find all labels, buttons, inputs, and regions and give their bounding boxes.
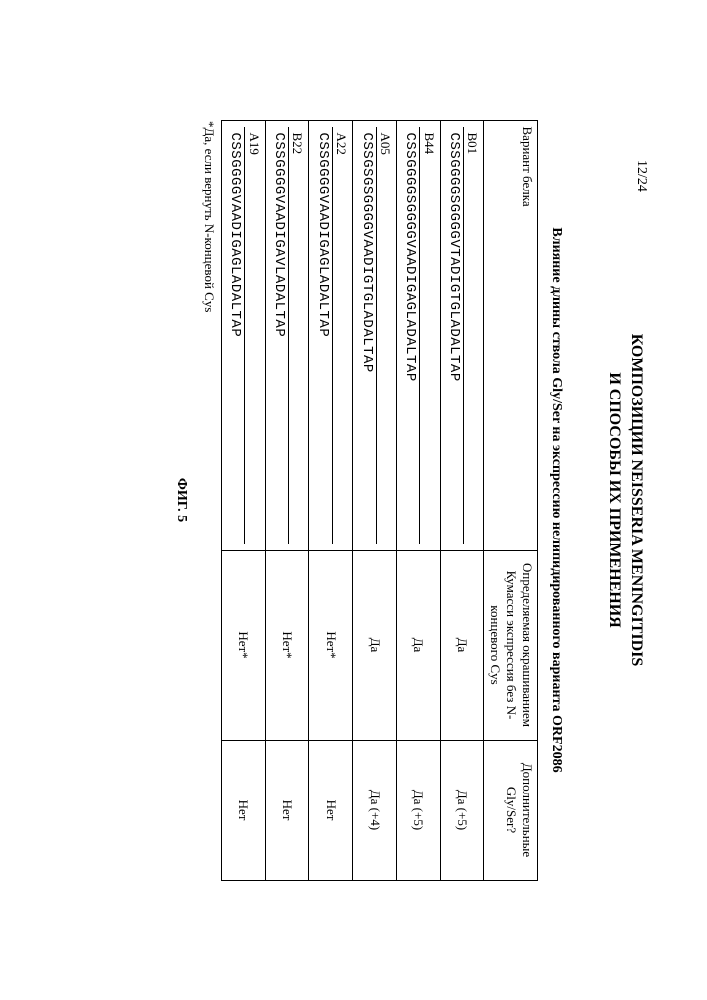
col-extra-glyser: Дополнительные Gly/Ser?	[484, 740, 538, 880]
extra-glyser-cell: Да (+5)	[396, 740, 440, 880]
document-title-line1: КОМПОЗИЦИИ NEISSERIA MENINGITIDIS	[628, 334, 645, 667]
table-row: A19 CSSGGGGVAADIGAGLADALTAP Нет* Нет	[221, 120, 265, 880]
variant-sequence: CSSGGGGVAADIGAGLADALTAP	[311, 127, 332, 544]
figure-label: ФИГ. 5	[173, 70, 189, 930]
variant-cell: A05 CSSGSGSGGGGVAADIGTGLADALTAP	[353, 120, 397, 550]
variant-sequence: CSSGGGGSGGGGVAADIGAGLADALTAP	[399, 127, 420, 544]
table-row: B22 CSSGGGGVAADIGAVLADALTAP Нет* Нет	[265, 120, 309, 880]
variant-label: B01	[463, 127, 481, 544]
table-row: A22 CSSGGGGVAADIGAGLADALTAP Нет* Нет	[309, 120, 353, 880]
table-caption: Влияние длины ствола Gly/Ser на экспресс…	[548, 70, 564, 930]
table-footnote: *Да, если вернуть N-концевой Cys	[201, 119, 217, 881]
variant-sequence: CSSGGGGVAADIGAVLADALTAP	[268, 127, 289, 544]
table-row: B44 CSSGGGGSGGGGVAADIGAGLADALTAP Да Да (…	[396, 120, 440, 880]
variant-cell: B22 CSSGGGGVAADIGAVLADALTAP	[265, 120, 309, 550]
expression-cell: Да	[353, 550, 397, 740]
extra-glyser-cell: Да (+4)	[353, 740, 397, 880]
col-expression: Определяемая окрашиванием Кумасси экспре…	[484, 550, 538, 740]
table-header-row: Вариант белка Определяемая окрашиванием …	[484, 120, 538, 880]
expression-cell: Нет*	[221, 550, 265, 740]
variant-label: B44	[419, 127, 437, 544]
expression-cell: Нет*	[309, 550, 353, 740]
table-row: A05 CSSGSGSGGGGVAADIGTGLADALTAP Да Да (+…	[353, 120, 397, 880]
expression-cell: Нет*	[265, 550, 309, 740]
variant-cell: A22 CSSGGGGVAADIGAGLADALTAP	[309, 120, 353, 550]
variant-label: A05	[376, 127, 394, 544]
extra-glyser-cell: Да (+5)	[440, 740, 484, 880]
col-variant: Вариант белка	[484, 120, 538, 550]
variant-sequence: CSSGGGGVAADIGAGLADALTAP	[224, 127, 245, 544]
variant-label: B22	[288, 127, 306, 544]
table-row: B01 CSSGGGGSGGGGVTADIGTGLADALTAP Да Да (…	[440, 120, 484, 880]
document-title: КОМПОЗИЦИИ NEISSERIA MENINGITIDIS И СПОС…	[602, 70, 647, 930]
expression-cell: Да	[396, 550, 440, 740]
variant-cell: B01 CSSGGGGSGGGGVTADIGTGLADALTAP	[440, 120, 484, 550]
variant-cell: B44 CSSGGGGSGGGGVAADIGAGLADALTAP	[396, 120, 440, 550]
variants-table: Вариант белка Определяемая окрашиванием …	[221, 120, 538, 881]
extra-glyser-cell: Нет	[309, 740, 353, 880]
extra-glyser-cell: Нет	[265, 740, 309, 880]
variant-label: A19	[244, 127, 262, 544]
variant-label: A22	[332, 127, 350, 544]
extra-glyser-cell: Нет	[221, 740, 265, 880]
document-title-line2: И СПОСОБЫ ИХ ПРИМЕНЕНИЯ	[606, 372, 623, 627]
variant-sequence: CSSGSGSGGGGVAADIGTGLADALTAP	[355, 127, 376, 544]
variant-sequence: CSSGGGGSGGGGVTADIGTGLADALTAP	[443, 127, 464, 544]
page-number: 12/24	[633, 160, 649, 192]
expression-cell: Да	[440, 550, 484, 740]
variant-cell: A19 CSSGGGGVAADIGAGLADALTAP	[221, 120, 265, 550]
